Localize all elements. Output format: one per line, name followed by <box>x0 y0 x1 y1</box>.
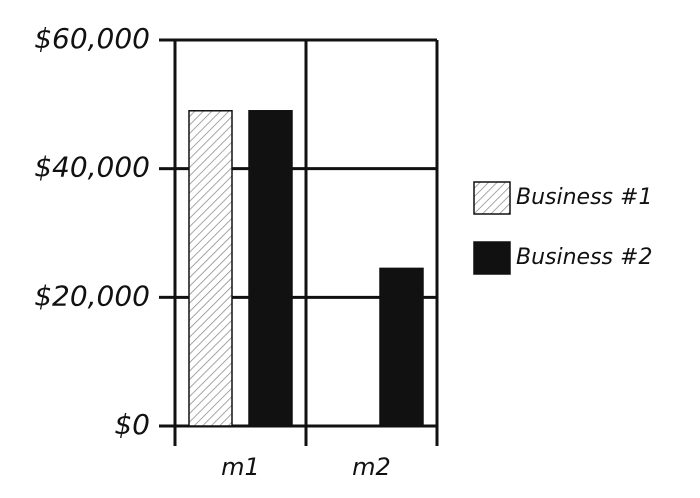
legend-swatch <box>473 181 511 215</box>
bar <box>188 110 233 427</box>
y-tick-label: $60,000 <box>34 22 150 55</box>
y-tick-label: $20,000 <box>34 279 150 312</box>
bar <box>248 110 293 427</box>
legend-label: Business #1 <box>516 185 652 210</box>
legend-swatch <box>473 241 511 275</box>
x-tick-label: m1 <box>221 453 260 481</box>
x-tick-label: m2 <box>352 453 391 481</box>
y-tick-label: $0 <box>114 408 150 441</box>
bar <box>379 267 424 427</box>
legend-label: Business #2 <box>516 245 652 270</box>
y-tick-label: $40,000 <box>34 151 150 184</box>
